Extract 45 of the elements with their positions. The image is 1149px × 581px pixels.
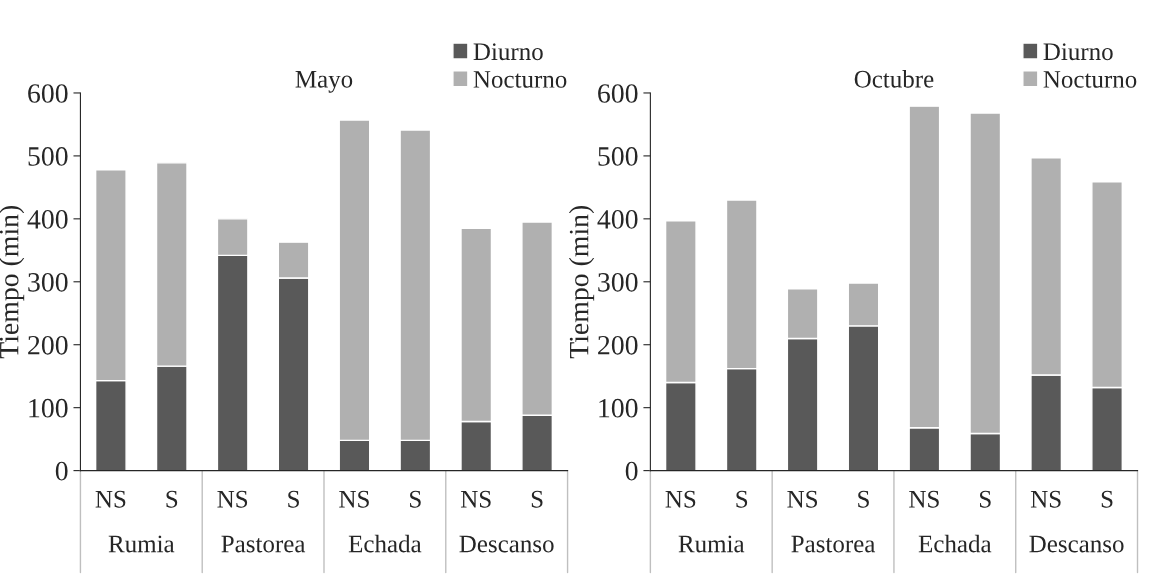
y-tick-label: 500 <box>28 147 68 166</box>
y-tick-label: 400 <box>27 210 68 229</box>
y-tick-label: 200 <box>598 335 638 355</box>
y-tick-label: 300 <box>28 272 68 292</box>
x-tick-label: NS <box>665 490 696 508</box>
x-tick-label: NS <box>1030 490 1061 508</box>
text: Echada <box>348 534 422 553</box>
legend-label: Diurno <box>1043 43 1113 61</box>
legend-label: Nocturno <box>1043 71 1137 88</box>
y-tick-label: 200 <box>28 335 68 355</box>
y-tick-label: 600 <box>28 84 68 103</box>
y-tick-label: 400 <box>597 210 638 229</box>
y-tick-label: 100 <box>29 398 68 418</box>
x-tick-label: S <box>736 490 748 508</box>
text: Pastorea <box>221 535 306 553</box>
y-tick-label: 500 <box>598 147 638 166</box>
x-tick-label: NS <box>787 490 818 508</box>
text: Rumia <box>108 535 175 553</box>
x-tick-label: NS <box>95 490 126 508</box>
y-tick-label: 0 <box>625 461 638 481</box>
text: Rumia <box>678 535 745 553</box>
y-tick-label: 0 <box>55 461 68 481</box>
x-tick-label: S <box>858 490 869 508</box>
x-tick-label: S <box>410 490 421 508</box>
x-tick-label: S <box>1101 490 1113 508</box>
text: Pastorea <box>791 535 876 553</box>
chart-title: Octubre <box>854 70 934 88</box>
legend-label: Diurno <box>473 43 543 61</box>
x-tick-label: S <box>531 490 543 508</box>
text: Descanso <box>459 535 554 553</box>
x-tick-label: S <box>980 490 991 508</box>
x-tick-label: S <box>288 490 299 508</box>
text: Echada <box>918 534 992 553</box>
x-tick-label: NS <box>460 490 491 508</box>
x-tick-label: NS <box>217 490 248 508</box>
text: Descanso <box>1029 535 1124 553</box>
legend-label: Nocturno <box>473 71 567 88</box>
x-tick-label: NS <box>909 490 939 508</box>
y-tick-label: 300 <box>598 272 638 292</box>
y-tick-label: 600 <box>598 84 638 103</box>
x-tick-label: NS <box>339 490 369 508</box>
chart-title: Mayo <box>295 71 353 93</box>
y-tick-label: 100 <box>599 398 638 418</box>
x-tick-label: S <box>166 490 178 508</box>
y-axis-title: Tiempo (min) <box>568 205 595 359</box>
